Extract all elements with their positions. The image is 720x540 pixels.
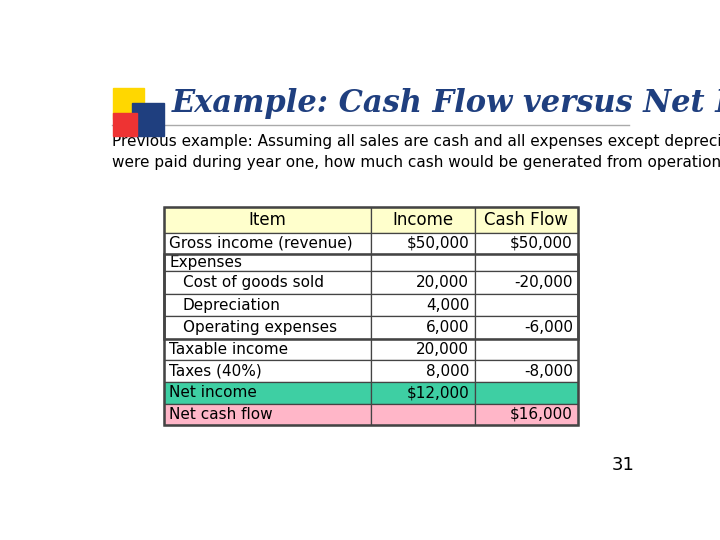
Text: Operating expenses: Operating expenses xyxy=(183,320,337,335)
Bar xyxy=(371,403,474,425)
Bar xyxy=(163,403,371,425)
Bar xyxy=(474,254,578,271)
Bar xyxy=(371,339,474,361)
Text: 4,000: 4,000 xyxy=(426,298,469,313)
Text: $50,000: $50,000 xyxy=(510,236,573,251)
Text: Cost of goods sold: Cost of goods sold xyxy=(183,275,324,290)
Text: $16,000: $16,000 xyxy=(510,407,573,422)
Text: -6,000: -6,000 xyxy=(524,320,573,335)
Text: Previous example: Assuming all sales are cash and all expenses except depreciati: Previous example: Assuming all sales are… xyxy=(112,134,720,170)
Bar xyxy=(371,382,474,403)
Text: Expenses: Expenses xyxy=(169,255,242,270)
Bar xyxy=(163,382,371,403)
Text: 8,000: 8,000 xyxy=(426,364,469,379)
Bar xyxy=(163,271,371,294)
Bar xyxy=(163,207,371,233)
Bar xyxy=(474,271,578,294)
Text: 6,000: 6,000 xyxy=(426,320,469,335)
Bar xyxy=(163,254,578,339)
Bar xyxy=(371,294,474,316)
Bar xyxy=(371,316,474,339)
Bar xyxy=(371,271,474,294)
Bar xyxy=(163,233,371,254)
Bar xyxy=(474,403,578,425)
Bar xyxy=(163,339,371,361)
Bar xyxy=(132,103,164,136)
Text: 20,000: 20,000 xyxy=(416,342,469,357)
Bar xyxy=(371,361,474,382)
Text: -20,000: -20,000 xyxy=(514,275,573,290)
Text: Example: Cash Flow versus Net Income: Example: Cash Flow versus Net Income xyxy=(171,88,720,119)
Bar xyxy=(474,294,578,316)
Text: $12,000: $12,000 xyxy=(406,386,469,400)
Text: Net cash flow: Net cash flow xyxy=(169,407,273,422)
Bar xyxy=(474,316,578,339)
Bar xyxy=(474,382,578,403)
Text: Cash Flow: Cash Flow xyxy=(485,211,568,229)
Text: Taxable income: Taxable income xyxy=(169,342,288,357)
Bar xyxy=(474,339,578,361)
Text: $50,000: $50,000 xyxy=(406,236,469,251)
Text: Net income: Net income xyxy=(169,386,257,400)
Text: Taxes (40%): Taxes (40%) xyxy=(169,364,262,379)
Text: Depreciation: Depreciation xyxy=(183,298,281,313)
Text: -8,000: -8,000 xyxy=(524,364,573,379)
Bar xyxy=(163,361,371,382)
Bar xyxy=(113,112,137,136)
Bar xyxy=(474,233,578,254)
Bar xyxy=(474,361,578,382)
Bar xyxy=(371,233,474,254)
Text: Gross income (revenue): Gross income (revenue) xyxy=(169,236,353,251)
Text: 20,000: 20,000 xyxy=(416,275,469,290)
Bar xyxy=(371,207,474,233)
Text: Income: Income xyxy=(392,211,454,229)
Bar xyxy=(371,254,474,271)
Bar xyxy=(163,254,371,271)
Text: Item: Item xyxy=(248,211,287,229)
Bar xyxy=(113,88,144,119)
Bar xyxy=(163,294,371,316)
Text: 31: 31 xyxy=(612,456,635,475)
Bar xyxy=(163,207,578,425)
Bar xyxy=(474,207,578,233)
Bar xyxy=(163,316,371,339)
